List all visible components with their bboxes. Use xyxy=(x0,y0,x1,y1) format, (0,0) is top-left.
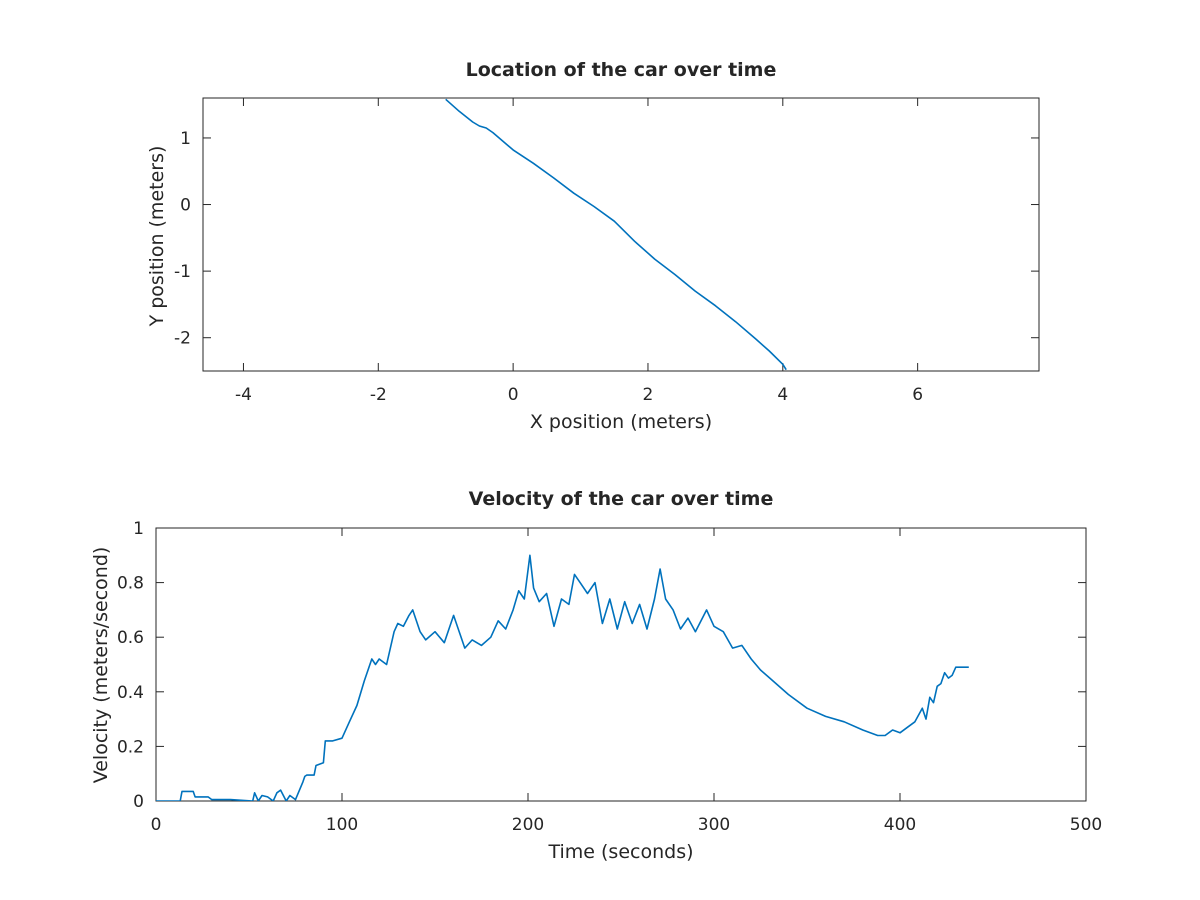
x-tick-label: 500 xyxy=(1070,815,1102,835)
ticks: -4 -2 0 2 4 6 -2 -1 0 1 xyxy=(174,98,1039,405)
plot-area xyxy=(202,97,1040,372)
y-axis-label: Velocity (meters/second) xyxy=(90,547,112,784)
y-axis-label: Y position (meters) xyxy=(146,146,168,328)
y-tick-label: -1 xyxy=(174,262,191,282)
x-tick-label: -4 xyxy=(235,385,252,405)
ticks: 0 100 200 300 400 500 0 0.2 0.4 0.6 0.8 1 xyxy=(117,519,1102,835)
y-tick-label: -2 xyxy=(174,329,191,349)
x-tick-label: 300 xyxy=(698,815,730,835)
x-tick-label: 100 xyxy=(326,815,358,835)
x-tick-label: 400 xyxy=(884,815,916,835)
y-tick-label: 0 xyxy=(180,196,191,216)
y-tick-label: 1 xyxy=(133,519,144,539)
y-tick-label: 0 xyxy=(133,792,144,812)
x-tick-label: 2 xyxy=(643,385,654,405)
x-tick-label: -2 xyxy=(370,385,387,405)
x-tick-label: 6 xyxy=(912,385,923,405)
y-tick-label: 0.8 xyxy=(117,574,144,594)
plot-area xyxy=(155,527,1087,802)
y-tick-label: 0.6 xyxy=(117,628,144,648)
x-tick-label: 0 xyxy=(508,385,519,405)
chart-title: Location of the car over time xyxy=(466,59,777,81)
axes-box xyxy=(155,527,1087,802)
x-axis-label: Time (seconds) xyxy=(547,841,693,863)
axes-box xyxy=(202,97,1040,372)
x-axis-label: X position (meters) xyxy=(530,411,712,433)
location-chart: Location of the car over time X position… xyxy=(146,59,1040,433)
chart-title: Velocity of the car over time xyxy=(469,488,774,510)
y-tick-label: 0.4 xyxy=(117,683,144,703)
series-line xyxy=(445,98,787,371)
velocity-chart: Velocity of the car over time Time (seco… xyxy=(90,488,1102,863)
x-tick-label: 4 xyxy=(777,385,788,405)
y-tick-label: 0.2 xyxy=(117,737,144,757)
series-line xyxy=(156,554,969,801)
x-tick-label: 200 xyxy=(512,815,544,835)
y-tick-label: 1 xyxy=(180,129,191,149)
x-tick-label: 0 xyxy=(151,815,162,835)
